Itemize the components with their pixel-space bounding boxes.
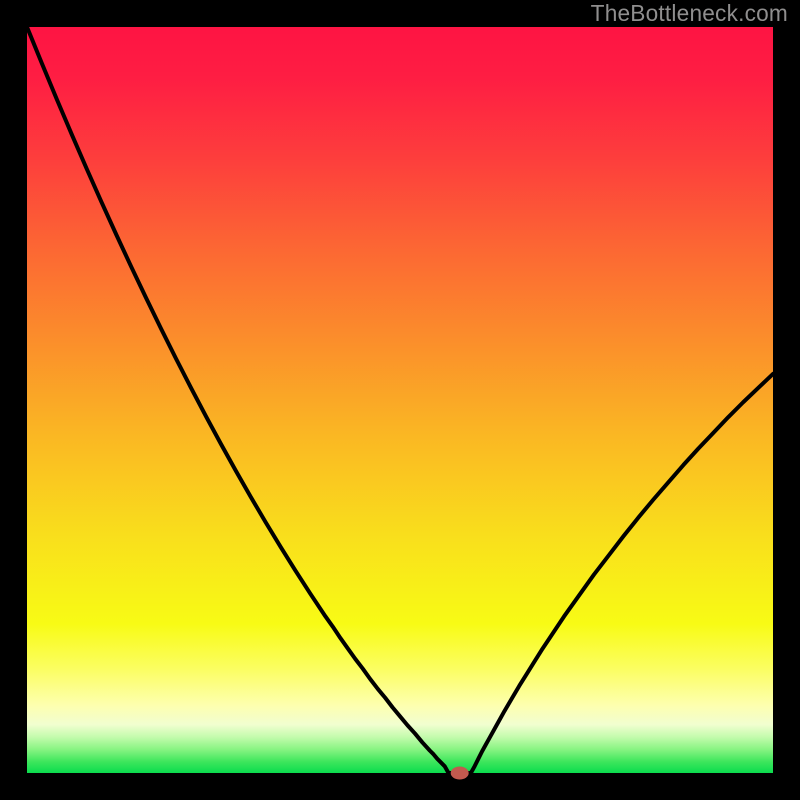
chart-stage: TheBottleneck.com: [0, 0, 800, 800]
current-position-marker: [451, 767, 469, 780]
bottleneck-chart: [0, 0, 800, 800]
plot-background: [27, 27, 773, 773]
watermark-text: TheBottleneck.com: [591, 0, 788, 27]
